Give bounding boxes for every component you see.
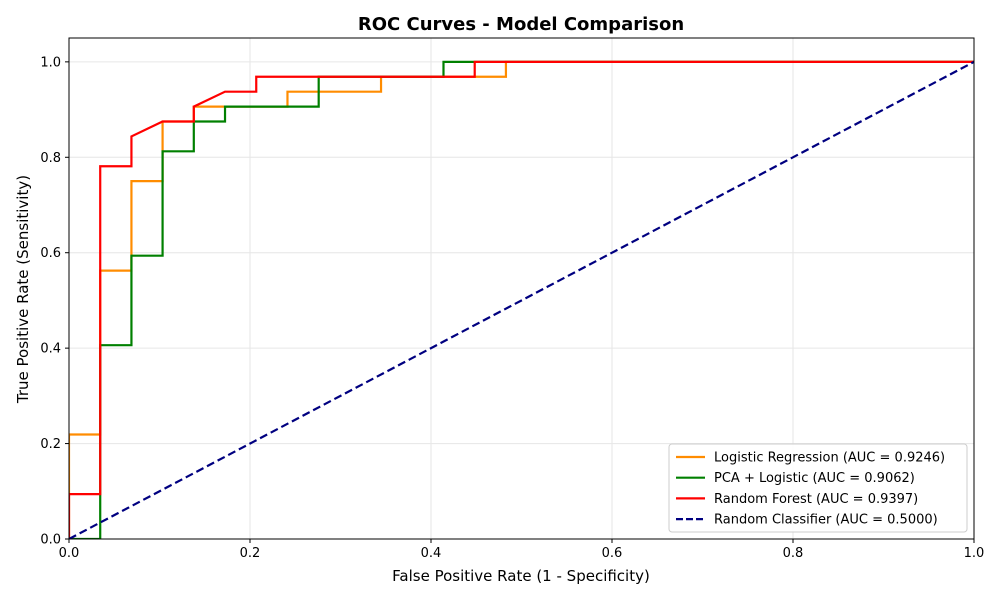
legend-label-random-classifier: Random Classifier (AUC = 0.5000) bbox=[714, 513, 938, 528]
y-tick-label: 0.8 bbox=[40, 151, 61, 166]
series-line-random-forest bbox=[69, 60, 974, 539]
legend-box bbox=[668, 443, 968, 533]
x-tick-label: 0.2 bbox=[240, 546, 261, 561]
x-tick-label: 0.0 bbox=[59, 546, 80, 561]
y-tick-label: 0.6 bbox=[40, 246, 61, 261]
y-tick-label: 1.0 bbox=[40, 55, 61, 70]
y-tick-label: 0.0 bbox=[40, 533, 61, 548]
x-tick-label: 1.0 bbox=[964, 546, 985, 561]
y-axis-ticks: 0.0 0.2 0.4 0.6 0.8 1.0 bbox=[40, 55, 69, 548]
x-tick-label: 0.6 bbox=[602, 546, 623, 561]
x-axis-label: False Positive Rate (1 - Specificity) bbox=[392, 567, 650, 585]
legend-label-pca-logistic: PCA + Logistic (AUC = 0.9062) bbox=[714, 471, 915, 486]
y-tick-label: 0.2 bbox=[40, 437, 61, 452]
series-layer bbox=[69, 60, 974, 539]
legend-label-random-forest: Random Forest (AUC = 0.9397) bbox=[714, 492, 918, 507]
legend-entries: Logistic Regression (AUC = 0.9246) PCA + … bbox=[676, 451, 945, 528]
y-axis-label: True Positive Rate (Sensitivity) bbox=[14, 175, 32, 404]
legend: Logistic Regression (AUC = 0.9246) PCA + … bbox=[668, 443, 968, 533]
series-line-random-classifier bbox=[69, 60, 974, 539]
chart-title: ROC Curves - Model Comparison bbox=[358, 14, 684, 35]
legend-label-logistic-regression: Logistic Regression (AUC = 0.9246) bbox=[714, 451, 945, 466]
plot-frame bbox=[68, 37, 975, 540]
y-tick-label: 0.4 bbox=[40, 342, 61, 357]
x-tick-label: 0.4 bbox=[421, 546, 442, 561]
x-tick-label: 0.8 bbox=[783, 546, 804, 561]
x-axis-ticks: 0.0 0.2 0.4 0.6 0.8 1.0 bbox=[59, 539, 985, 561]
